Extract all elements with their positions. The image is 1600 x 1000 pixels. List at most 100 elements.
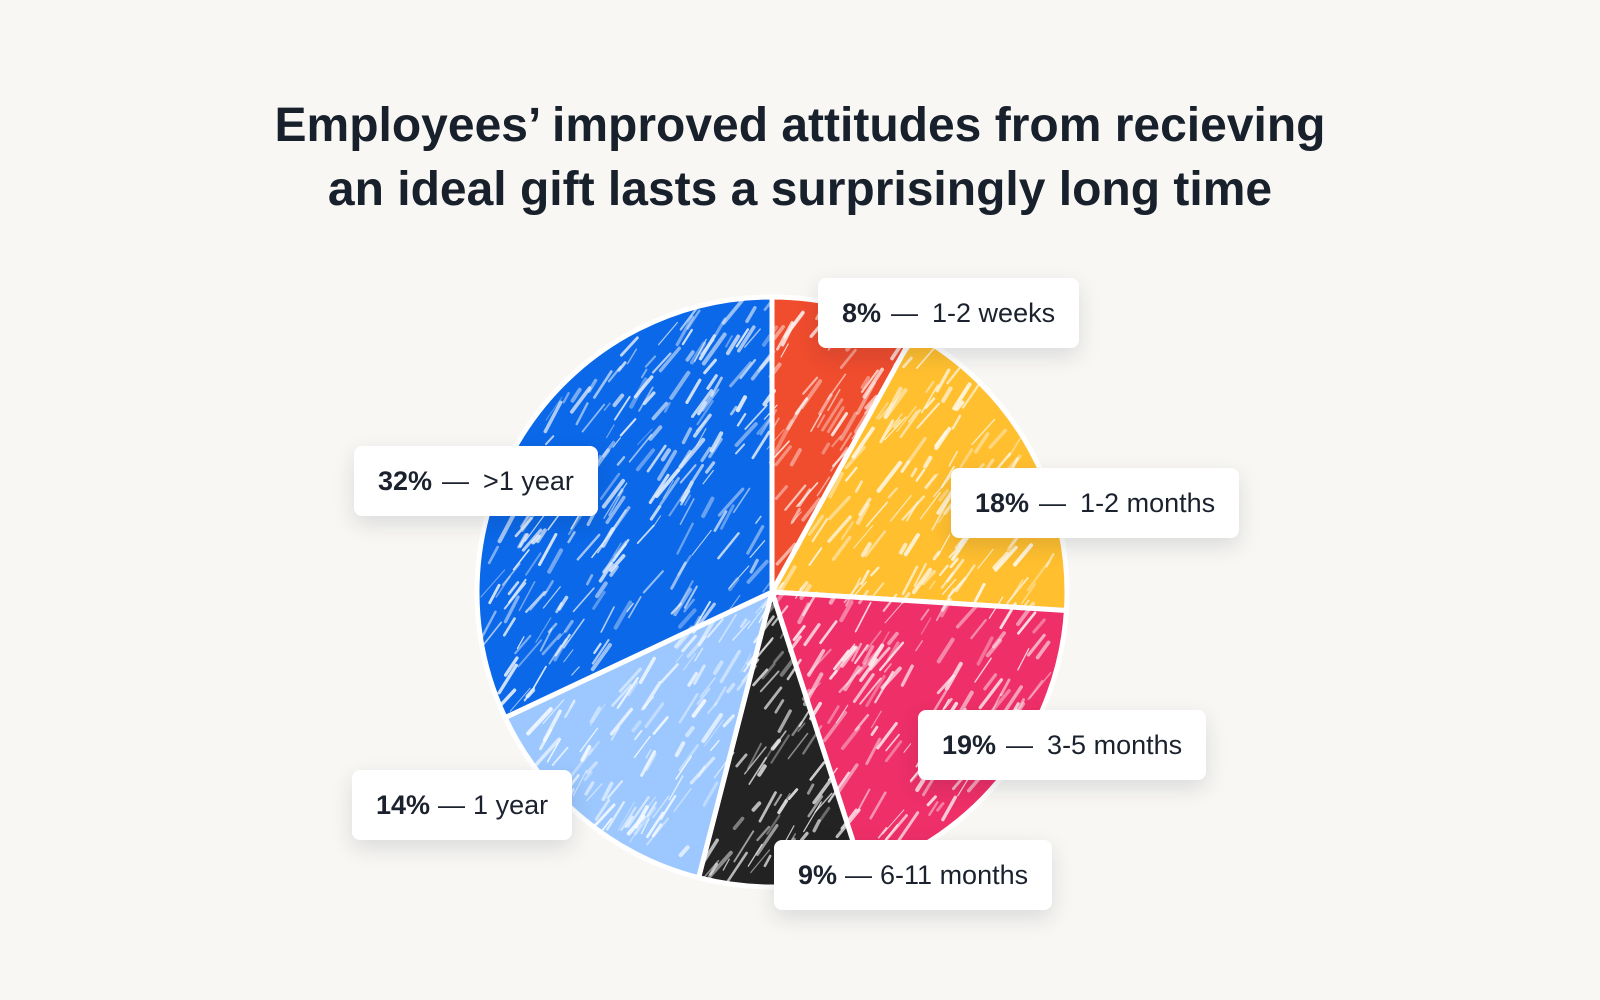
texture-stroke [827, 705, 840, 724]
texture-stroke [732, 487, 751, 514]
texture-stroke [812, 501, 823, 518]
texture-stroke [557, 630, 566, 641]
texture-stroke [777, 799, 789, 815]
texture-stroke [989, 688, 1011, 714]
texture-stroke [831, 435, 842, 448]
texture-stroke [487, 545, 499, 565]
texture-stroke [651, 401, 669, 421]
texture-stroke [1016, 601, 1036, 627]
texture-stroke [1027, 679, 1044, 701]
texture-stroke [756, 637, 774, 658]
texture-stroke [538, 533, 558, 567]
texture-stroke [751, 430, 771, 460]
texture-stroke [761, 325, 779, 347]
texture-stroke [648, 473, 670, 505]
texture-stroke [638, 386, 654, 412]
texture-stroke [502, 617, 516, 637]
texture-stroke [627, 596, 642, 619]
texture-stroke [620, 806, 637, 832]
texture-stroke [790, 511, 802, 525]
texture-stroke [702, 469, 714, 485]
texture-stroke [763, 854, 772, 868]
texture-stroke [563, 649, 574, 663]
texture-stroke [545, 396, 563, 421]
texture-stroke [706, 374, 718, 390]
texture-stroke [659, 476, 680, 506]
texture-stroke [616, 676, 639, 709]
texture-stroke [839, 432, 853, 451]
texture-stroke [821, 442, 831, 455]
texture-stroke [994, 545, 1018, 572]
texture-stroke [660, 663, 679, 684]
texture-stroke [585, 761, 598, 775]
texture-stroke [869, 646, 891, 671]
texture-stroke [887, 631, 899, 646]
texture-stroke [539, 728, 553, 751]
slice-percent-1-year: 14% [376, 789, 431, 820]
texture-stroke [747, 843, 763, 867]
chart-title-line-2: an ideal gift lasts a surprisingly long … [327, 163, 1273, 216]
slice-label-1-2-months: 18% — 1-2 months [951, 468, 1240, 538]
texture-stroke [801, 497, 822, 522]
texture-stroke [812, 819, 821, 833]
texture-stroke [768, 581, 785, 606]
texture-stroke [1020, 599, 1030, 611]
texture-stroke [821, 398, 844, 432]
texture-stroke [617, 801, 636, 831]
texture-stroke [734, 422, 758, 448]
texture-stroke [851, 426, 875, 459]
slice-separator-more-than-1-year: — [442, 465, 470, 496]
texture-stroke [856, 788, 871, 813]
texture-stroke [924, 474, 937, 490]
texture-stroke [634, 729, 643, 741]
texture-stroke [915, 345, 937, 370]
texture-stroke [942, 697, 953, 710]
texture-stroke [762, 582, 771, 593]
texture-stroke [686, 309, 701, 330]
texture-stroke [759, 670, 780, 693]
texture-stroke [789, 448, 802, 467]
texture-stroke [901, 565, 919, 596]
texture-stroke [744, 404, 768, 430]
texture-stroke [701, 712, 724, 744]
texture-stroke [624, 815, 634, 828]
texture-stroke [771, 417, 780, 431]
texture-stroke [697, 765, 706, 778]
texture-stroke [583, 770, 593, 782]
texture-stroke [648, 425, 663, 441]
texture-stroke [514, 516, 533, 538]
texture-stroke [497, 512, 517, 544]
texture-stroke [883, 386, 903, 420]
texture-stroke [603, 488, 623, 519]
texture-stroke [691, 529, 712, 556]
texture-stroke [679, 307, 698, 331]
texture-stroke [786, 658, 802, 681]
texture-stroke [826, 406, 845, 434]
texture-stroke [535, 617, 552, 643]
texture-stroke [756, 412, 776, 435]
texture-stroke [802, 376, 819, 395]
texture-stroke [594, 798, 611, 821]
texture-stroke [572, 587, 595, 613]
texture-stroke [774, 445, 792, 467]
texture-stroke [916, 402, 940, 429]
texture-stroke [780, 343, 789, 358]
texture-stroke [799, 581, 809, 592]
texture-stroke [1010, 579, 1024, 600]
texture-stroke [602, 542, 622, 574]
texture-stroke [973, 582, 986, 603]
slice-category-more-than-1-year: >1 year [483, 465, 574, 496]
texture-stroke [1026, 560, 1050, 592]
texture-stroke [763, 301, 772, 311]
texture-stroke [542, 699, 565, 725]
texture-stroke [868, 643, 885, 667]
texture-stroke [991, 631, 1006, 649]
texture-stroke [668, 488, 688, 517]
texture-stroke [822, 710, 848, 743]
slice-percent-6-11-months: 9% [798, 859, 838, 890]
texture-stroke [501, 563, 521, 586]
slice-category-1-year: 1 year [473, 789, 549, 820]
texture-stroke [609, 565, 619, 577]
texture-stroke [783, 310, 805, 339]
texture-stroke [898, 542, 908, 555]
